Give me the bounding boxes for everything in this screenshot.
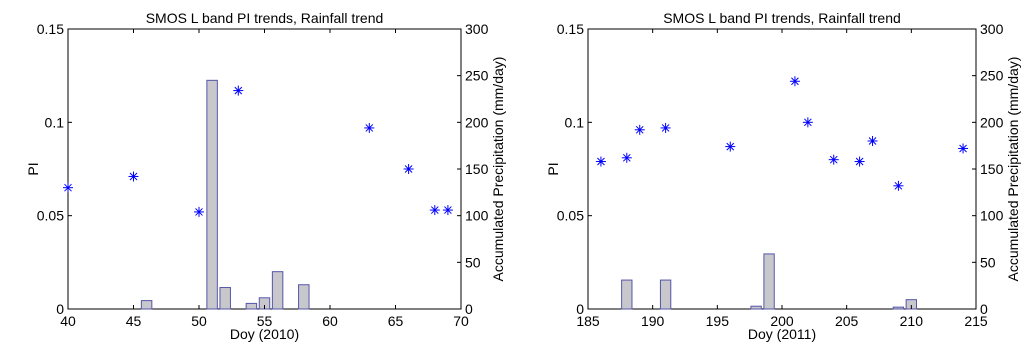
precip-bar bbox=[659, 279, 672, 310]
pi-point bbox=[828, 154, 839, 165]
y2-tick-label: 250 bbox=[980, 68, 1004, 84]
precip-bar bbox=[621, 279, 633, 310]
pi-point bbox=[802, 117, 813, 128]
y2-axis-label: Accumulated Precipitation (mm/day) bbox=[1005, 57, 1021, 282]
y2-tick-label: 200 bbox=[980, 114, 1004, 130]
pi-point bbox=[595, 156, 606, 167]
x-tick-label: 215 bbox=[964, 313, 988, 329]
y-tick-label: 0.1 bbox=[45, 114, 65, 130]
pi-point bbox=[621, 152, 632, 163]
precip-bar bbox=[298, 284, 310, 310]
pi-point bbox=[660, 122, 671, 133]
x-tick-label: 55 bbox=[257, 313, 273, 329]
y2-tick-label: 0 bbox=[465, 301, 473, 317]
y2-tick-label: 50 bbox=[980, 254, 996, 270]
y-tick-label: 0 bbox=[576, 301, 584, 317]
x-tick-label: 40 bbox=[60, 313, 76, 329]
pi-point bbox=[364, 122, 375, 133]
y-axis-label: PI bbox=[25, 162, 41, 175]
x-axis-label: Doy (2011) bbox=[748, 326, 816, 342]
pi-point bbox=[958, 143, 969, 154]
chart-panel-2: 185 190 195 200 205 210 21500.050.10.150501001… bbox=[545, 10, 1021, 342]
x-tick-label: 50 bbox=[191, 313, 207, 329]
pi-point bbox=[403, 164, 414, 174]
precip-bar bbox=[219, 287, 231, 310]
y2-tick-label: 0 bbox=[980, 301, 988, 317]
x-tick-label: 60 bbox=[322, 313, 338, 329]
y-tick-label: 0.15 bbox=[557, 21, 584, 37]
precip-bar bbox=[750, 305, 762, 310]
precip-bar bbox=[271, 271, 284, 310]
precip-bar bbox=[245, 302, 258, 310]
precip-bar bbox=[206, 79, 218, 310]
x-tick-label: 205 bbox=[835, 313, 859, 329]
y2-tick-label: 150 bbox=[465, 161, 489, 177]
pi-point bbox=[854, 156, 865, 167]
y2-tick-label: 300 bbox=[465, 21, 489, 37]
precip-bar bbox=[892, 306, 905, 310]
y2-tick-label: 50 bbox=[465, 254, 481, 270]
pi-point bbox=[128, 171, 139, 182]
x-tick-label: 190 bbox=[641, 313, 665, 329]
y2-tick-label: 100 bbox=[980, 208, 1004, 224]
x-tick-label: 45 bbox=[126, 313, 142, 329]
plot-area bbox=[67, 28, 462, 310]
x-tick-label: 210 bbox=[900, 313, 924, 329]
y-tick-label: 0.1 bbox=[565, 114, 585, 130]
y-axis-label: PI bbox=[545, 162, 561, 175]
plot-area bbox=[587, 28, 977, 310]
y-tick-label: 0.15 bbox=[37, 21, 64, 37]
pi-point bbox=[194, 206, 204, 217]
x-tick-label: 70 bbox=[453, 313, 469, 329]
y2-tick-label: 300 bbox=[980, 21, 1004, 37]
pi-point bbox=[634, 124, 645, 135]
y-tick-label: 0.05 bbox=[557, 208, 584, 224]
chart-panel-1: 40 45 50 55 60 65 7000.050.10.1505010015020025… bbox=[25, 10, 506, 342]
y2-axis-label: Accumulated Precipitation (mm/day) bbox=[490, 57, 506, 282]
x-tick-label: 65 bbox=[388, 313, 404, 329]
y-tick-label: 0 bbox=[56, 301, 64, 317]
y2-tick-label: 250 bbox=[465, 68, 489, 84]
y2-tick-label: 150 bbox=[980, 161, 1004, 177]
pi-point bbox=[429, 205, 440, 216]
pi-point bbox=[233, 85, 244, 96]
x-tick-label: 185 bbox=[576, 313, 600, 329]
chart-title: SMOS L band PI trends, Rainfall trend bbox=[146, 10, 384, 26]
x-tick-label: 195 bbox=[706, 313, 730, 329]
pi-point bbox=[63, 182, 73, 193]
pi-point bbox=[867, 136, 878, 146]
pi-point bbox=[893, 180, 904, 191]
pi-point bbox=[789, 76, 800, 87]
chart-title: SMOS L band PI trends, Rainfall trend bbox=[663, 10, 901, 26]
pi-point bbox=[725, 141, 736, 152]
y-tick-label: 0.05 bbox=[37, 208, 64, 224]
pi-point bbox=[442, 205, 453, 216]
y2-tick-label: 100 bbox=[465, 208, 489, 224]
precip-bar bbox=[140, 300, 153, 310]
x-tick-label: 200 bbox=[770, 313, 794, 329]
y2-tick-label: 200 bbox=[465, 114, 489, 130]
x-axis-label: Doy (2010) bbox=[230, 326, 299, 342]
precip-bar bbox=[763, 253, 775, 310]
